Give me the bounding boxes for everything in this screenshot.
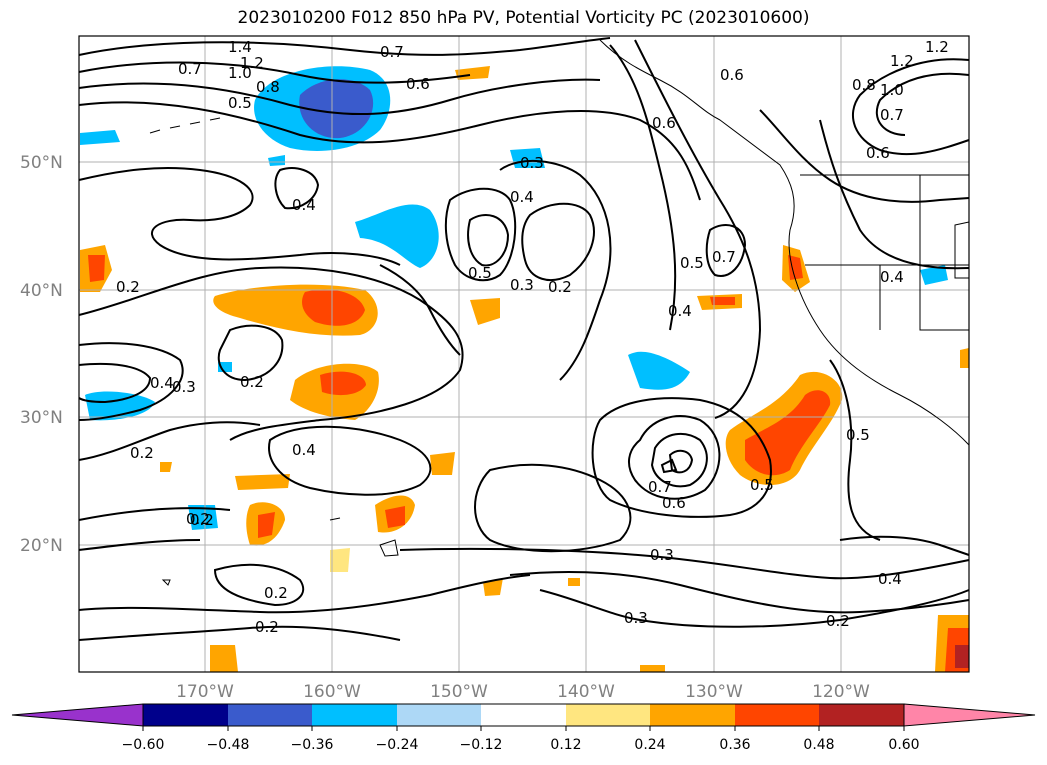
contour-label: 0.4 [150, 374, 174, 392]
lon-label: 130°W [685, 682, 743, 702]
contour-label: 0.5 [228, 94, 252, 112]
contour-label: 0.5 [680, 254, 704, 272]
lon-label: 170°W [176, 682, 234, 702]
contour-label: 0.4 [878, 570, 902, 588]
contour-label: 0.6 [866, 144, 890, 162]
colorbar: −0.60 −0.48 −0.36 −0.24 −0.12 0.12 0.24 … [11, 703, 1036, 753]
colorbar-tick: 0.24 [634, 737, 665, 753]
contour-label: 0.4 [292, 441, 316, 459]
contour-label: 0.2 [186, 510, 210, 528]
colorbar-segment [143, 704, 228, 726]
colorbar-border [142, 703, 905, 727]
contour-label: 0.2 [116, 278, 140, 296]
contour-label: 0.4 [668, 302, 692, 320]
contour-label: 0.2 [826, 612, 850, 630]
contour-label: 0.2 [548, 278, 572, 296]
contour-label: 1.4 [228, 38, 252, 56]
contour-label: 1.2 [925, 38, 949, 56]
map-panel [79, 36, 969, 672]
colorbar-tick: −0.12 [460, 737, 503, 753]
contour-label: 0.7 [712, 248, 736, 266]
contour-label: 0.2 [130, 444, 154, 462]
lat-label: 40°N [20, 281, 63, 301]
contour-label: 0.6 [720, 66, 744, 84]
colorbar-tick: 0.36 [719, 737, 750, 753]
contour-label: 0.7 [648, 478, 672, 496]
contour-label: 1.2 [240, 54, 264, 72]
colorbar-segment [650, 704, 735, 726]
colorbar-tick: 0.12 [550, 737, 581, 753]
lat-label: 20°N [20, 536, 63, 556]
colorbar-tick: −0.48 [207, 737, 250, 753]
colorbar-segment [228, 704, 312, 726]
contour-label: 0.3 [172, 378, 196, 396]
contour-label: 0.4 [292, 196, 316, 214]
colorbar-segment [903, 703, 1036, 727]
contour-label: 0.8 [852, 76, 876, 94]
contour-label: 0.5 [468, 264, 492, 282]
contour-label: 0.4 [880, 268, 904, 286]
contour-label: 0.2 [190, 511, 214, 529]
contour-label: 1.0 [880, 81, 904, 99]
colorbar-segment [397, 704, 481, 726]
contour-label: 0.7 [880, 106, 904, 124]
contour-label: 0.2 [240, 373, 264, 391]
contour-label: 1.0 [228, 64, 252, 82]
contour-label: 0.6 [652, 114, 676, 132]
longitude-labels: 170°W 160°W 150°W 140°W 130°W 120°W [176, 682, 870, 702]
lat-label: 30°N [20, 408, 63, 428]
lon-label: 160°W [303, 682, 361, 702]
lon-label: 150°W [430, 682, 488, 702]
pv-contours [78, 37, 970, 641]
colorbar-tick: −0.24 [376, 737, 419, 753]
contour-label: 0.3 [650, 546, 674, 564]
contour-label: 0.2 [264, 584, 288, 602]
contour-labels: 1.4 1.2 1.0 0.7 0.8 0.5 0.7 0.6 0.6 0.6 … [116, 38, 949, 636]
colorbar-tick: −0.60 [122, 737, 165, 753]
colorbar-segment [819, 704, 904, 726]
colorbar-segment [481, 704, 566, 726]
colorbar-segment [735, 704, 819, 726]
contour-label: 0.8 [256, 78, 280, 96]
lat-label: 50°N [20, 153, 63, 173]
contour-label: 0.3 [520, 154, 544, 172]
colorbar-segment [566, 704, 650, 726]
contour-label: 1.2 [890, 52, 914, 70]
contour-label: 0.4 [510, 188, 534, 206]
contour-label: 0.3 [510, 276, 534, 294]
colorbar-tick: 0.60 [888, 737, 919, 753]
colorbar-tick: −0.36 [291, 737, 334, 753]
contour-label: 0.2 [255, 618, 279, 636]
colorbar-tick: 0.48 [803, 737, 834, 753]
contour-label: 0.5 [750, 476, 774, 494]
contour-label: 0.6 [406, 75, 430, 93]
colorbar-segment [312, 704, 397, 726]
latitude-labels: 50°N 40°N 30°N 20°N [20, 153, 63, 556]
map-border [78, 35, 970, 673]
contour-label: 0.5 [846, 426, 870, 444]
contour-label: 0.6 [662, 494, 686, 512]
lon-label: 120°W [812, 682, 870, 702]
contour-label: 0.3 [624, 609, 648, 627]
lon-label: 140°W [557, 682, 615, 702]
map-title: 2023010200 F012 850 hPa PV, Potential Vo… [237, 8, 810, 28]
contour-label: 0.7 [178, 60, 202, 78]
contour-label: 0.7 [380, 43, 404, 61]
colorbar-segment [11, 703, 144, 727]
coastlines [149, 39, 970, 586]
